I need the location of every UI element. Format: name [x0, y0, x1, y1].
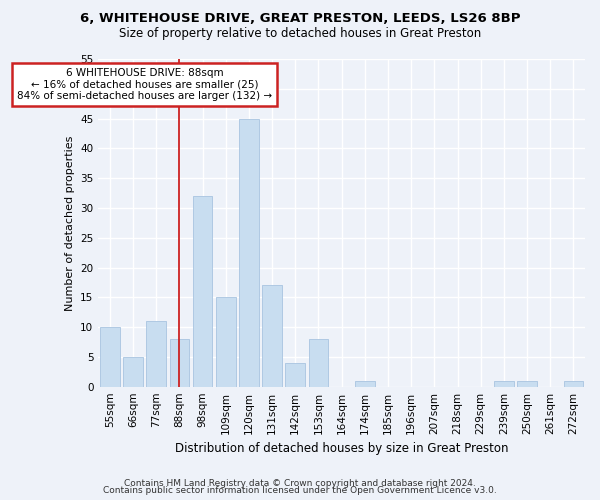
Bar — [494, 380, 514, 386]
Bar — [239, 118, 259, 386]
Bar — [170, 339, 189, 386]
Bar — [216, 298, 236, 386]
Bar — [286, 363, 305, 386]
Text: 6, WHITEHOUSE DRIVE, GREAT PRESTON, LEEDS, LS26 8BP: 6, WHITEHOUSE DRIVE, GREAT PRESTON, LEED… — [80, 12, 520, 26]
Bar — [517, 380, 537, 386]
Text: Size of property relative to detached houses in Great Preston: Size of property relative to detached ho… — [119, 28, 481, 40]
X-axis label: Distribution of detached houses by size in Great Preston: Distribution of detached houses by size … — [175, 442, 508, 455]
Bar — [262, 286, 282, 386]
Bar — [193, 196, 212, 386]
Bar — [355, 380, 374, 386]
Bar — [146, 321, 166, 386]
Bar — [563, 380, 583, 386]
Bar — [100, 327, 120, 386]
Bar — [308, 339, 328, 386]
Y-axis label: Number of detached properties: Number of detached properties — [65, 135, 74, 310]
Text: Contains public sector information licensed under the Open Government Licence v3: Contains public sector information licen… — [103, 486, 497, 495]
Bar — [123, 357, 143, 386]
Text: 6 WHITEHOUSE DRIVE: 88sqm
← 16% of detached houses are smaller (25)
84% of semi-: 6 WHITEHOUSE DRIVE: 88sqm ← 16% of detac… — [17, 68, 272, 101]
Text: Contains HM Land Registry data © Crown copyright and database right 2024.: Contains HM Land Registry data © Crown c… — [124, 478, 476, 488]
